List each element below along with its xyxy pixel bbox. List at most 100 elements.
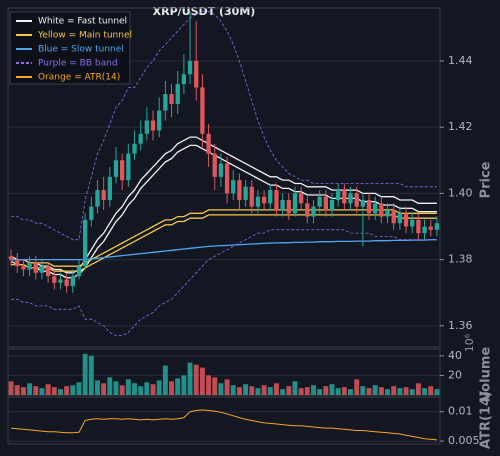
- candle-body: [175, 84, 180, 105]
- indicator-line: [11, 214, 437, 272]
- volume-bar: [329, 384, 335, 395]
- atr-line: [11, 409, 437, 441]
- volume-bar: [64, 386, 70, 395]
- y-axis-label: Price: [479, 161, 494, 198]
- volume-bar: [255, 388, 261, 395]
- candle-body: [64, 279, 69, 287]
- legend-label: Blue = Slow tunnel: [38, 45, 124, 55]
- volume-bar: [181, 375, 187, 395]
- y-tick-label: 1.42: [448, 120, 473, 133]
- volume-bar: [45, 384, 51, 395]
- candle-body: [249, 186, 254, 207]
- volume-bar: [298, 388, 304, 395]
- candle-body: [428, 226, 433, 230]
- candle-body: [138, 133, 143, 144]
- legend-label: White = Fast tunnel: [38, 17, 127, 27]
- candle-body: [132, 143, 137, 154]
- candle-body: [169, 94, 174, 105]
- volume-bar: [162, 365, 168, 395]
- volume-bar: [212, 377, 218, 395]
- volume-bar: [366, 388, 372, 395]
- candle-body: [323, 196, 328, 210]
- volume-bar: [434, 389, 440, 395]
- candle-body: [95, 190, 100, 207]
- candle-body: [52, 276, 57, 283]
- volume-bar: [415, 383, 421, 395]
- volume-bar: [175, 378, 181, 395]
- y-tick-label: 20: [448, 368, 462, 381]
- candle-body: [144, 120, 150, 134]
- candle-body: [89, 206, 94, 220]
- panel: [7, 7, 441, 348]
- candle-body: [434, 223, 440, 230]
- candle-body: [27, 262, 32, 270]
- panel: [7, 396, 441, 445]
- volume-bar: [403, 387, 409, 395]
- candle-body: [150, 120, 156, 131]
- y-tick-label: 0.01: [448, 405, 473, 418]
- volume-bar: [51, 387, 57, 395]
- candle-body: [366, 200, 372, 214]
- candle-body: [292, 193, 298, 214]
- volume-bar: [243, 384, 249, 395]
- candle-body: [280, 200, 285, 210]
- volume-bar: [292, 381, 298, 395]
- candle-body: [317, 196, 322, 207]
- volume-bar: [280, 389, 286, 395]
- volume-bar: [317, 389, 323, 395]
- candle-body: [181, 74, 187, 85]
- candle-body: [403, 213, 409, 227]
- candle-body: [8, 256, 14, 260]
- candle-body: [237, 180, 242, 201]
- volume-bar: [428, 386, 434, 395]
- volume-bar: [82, 353, 88, 395]
- candle-body: [231, 180, 236, 194]
- volume-bar: [70, 385, 76, 395]
- candle-body: [311, 206, 316, 217]
- volume-bar: [224, 379, 230, 395]
- volume-bar: [107, 377, 113, 395]
- candle-body: [268, 190, 273, 204]
- volume-bar: [372, 385, 378, 395]
- volume-bar: [385, 389, 391, 395]
- volume-bar: [193, 364, 199, 395]
- volume-bar: [311, 385, 316, 395]
- volume-bar: [20, 387, 26, 395]
- candle-body: [373, 203, 378, 214]
- candle-body: [274, 190, 279, 210]
- indicator-line: [11, 10, 437, 241]
- volume-bar: [335, 388, 341, 395]
- volume-bar: [138, 386, 144, 395]
- candle-body: [391, 209, 396, 224]
- candle-body: [212, 153, 217, 177]
- volume-bar: [422, 388, 428, 395]
- y-tick-label: 1.38: [448, 253, 473, 266]
- candle-body: [336, 190, 341, 201]
- candle-body: [15, 259, 20, 267]
- volume-bar: [14, 385, 20, 395]
- volume-bar: [378, 387, 384, 395]
- candle-body: [261, 196, 267, 204]
- volume-bar: [39, 388, 45, 395]
- volume-bar: [88, 355, 94, 395]
- candle-body: [163, 94, 168, 111]
- volume-bar: [218, 383, 224, 395]
- legend-label: Purple = BB band: [38, 59, 118, 69]
- volume-bar: [76, 382, 82, 395]
- candle-body: [21, 266, 26, 270]
- volume-bar: [323, 386, 329, 395]
- y-tick-label: 1.40: [448, 186, 473, 199]
- volume-bar: [95, 380, 100, 395]
- candle-body: [58, 279, 63, 283]
- candle-body: [218, 163, 224, 177]
- volume-bar: [267, 387, 273, 395]
- candle-body: [342, 190, 347, 204]
- indicator-line: [11, 209, 437, 267]
- volume-bar: [57, 389, 63, 395]
- volume-bar: [354, 379, 360, 395]
- candle-body: [70, 276, 75, 287]
- volume-bar: [236, 387, 242, 395]
- volume-bar: [27, 383, 33, 395]
- candle-body: [348, 193, 353, 204]
